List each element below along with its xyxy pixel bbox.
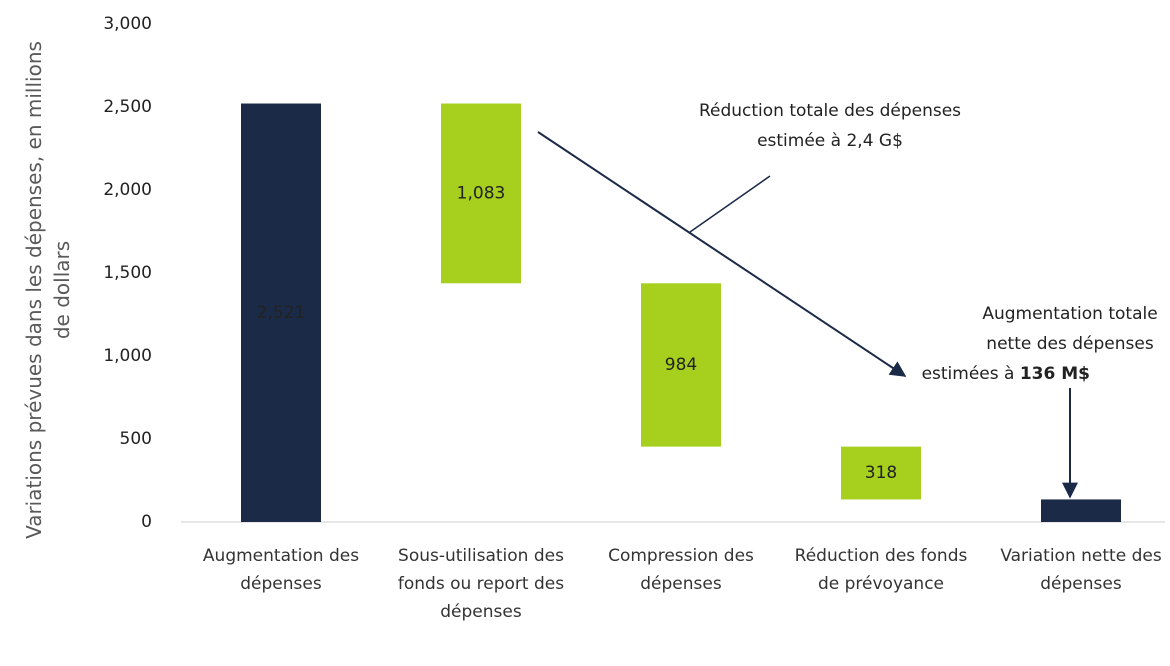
annotation: Réduction totale des dépenses estimée à 2… (699, 101, 961, 151)
bar (441, 103, 521, 284)
trend-arrow (537, 131, 907, 377)
x-tick-label: Compression des dépenses (608, 546, 754, 594)
bar (841, 446, 921, 500)
bar (641, 283, 721, 447)
leader-line (689, 175, 771, 233)
y-axis-label: Variations prévues dans les dépenses, en… (22, 41, 74, 539)
data-label: 318 (865, 463, 897, 483)
annotation-line: estimées à (922, 364, 1020, 384)
data-label: 984 (665, 355, 697, 375)
x-tick-label: Variation nette des dépenses (1000, 546, 1162, 594)
x-tick-label: Sous-utilisation des fonds ou report des… (397, 546, 565, 622)
y-tick-label: 500 (120, 429, 152, 449)
annotation-line: Réduction totale des dépenses (699, 101, 961, 121)
data-label: 1,083 (457, 183, 506, 203)
y-tick-label: 2,500 (103, 97, 152, 117)
annotation-line: Augmentation totale (982, 304, 1157, 324)
y-tick-label: 3,000 (103, 14, 152, 34)
annotation-line: estimée à 2,4 G$ (757, 131, 903, 151)
x-tick-label: Réduction des fonds de prévoyance (794, 546, 968, 594)
annotation-bold: 136 M$ (1020, 364, 1090, 384)
y-tick-label: 0 (141, 512, 152, 532)
y-tick-label: 1,000 (103, 346, 152, 366)
annotation: Augmentation totale nette des dépenses est… (922, 304, 1158, 384)
y-tick-label: 1,500 (103, 263, 152, 283)
x-tick-label: Augmentation des dépenses (202, 546, 360, 594)
annotation-line: nette des dépenses (986, 334, 1154, 354)
bar (241, 103, 321, 522)
bar (1041, 499, 1121, 522)
data-label: 2,521 (257, 303, 306, 323)
y-tick-label: 2,000 (103, 180, 152, 200)
